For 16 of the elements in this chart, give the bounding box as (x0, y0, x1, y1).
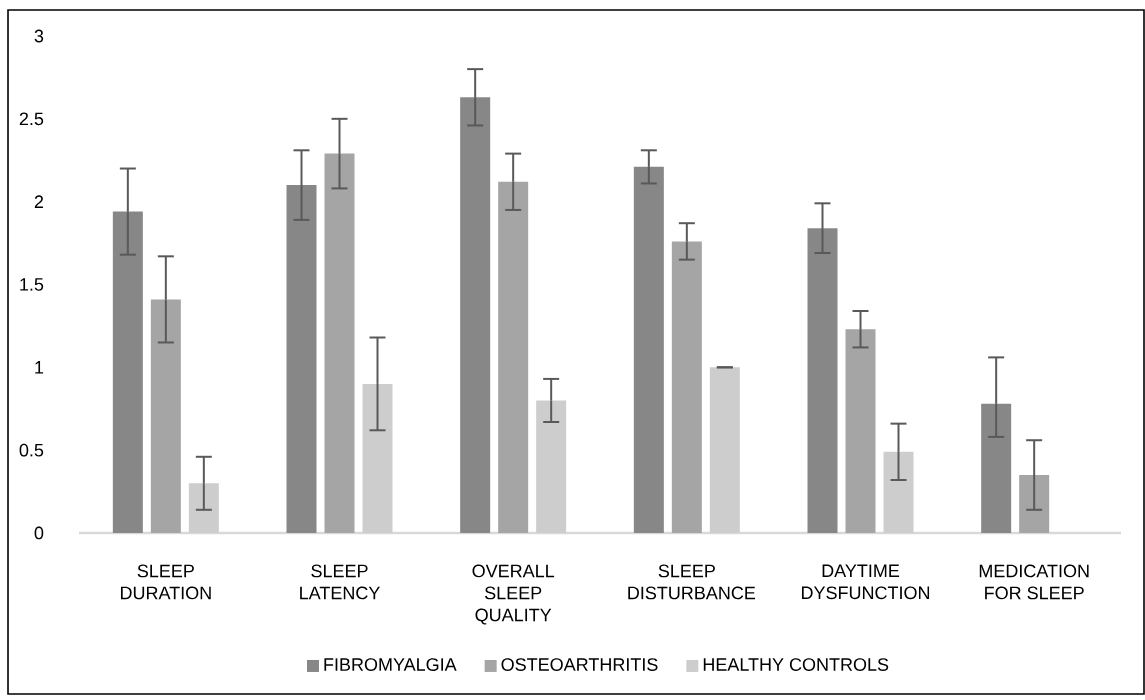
legend-label: FIBROMYALGIA (324, 658, 457, 671)
legend-label: OSTEOARTHRITIS (501, 658, 658, 671)
x-tick-label: MEDICATION FOR SLEEP (979, 564, 1089, 600)
x-tick-label: SLEEP LATENCY (300, 564, 380, 600)
legend-label: HEALTHY CONTROLS (703, 658, 889, 671)
y-tick-label: 1.5 (20, 278, 44, 291)
x-tick-label: DAYTIME DYSFUNCTION (801, 564, 930, 600)
x-tick-label: SLEEP DURATION (120, 564, 211, 600)
y-tick-label: 3 (34, 29, 44, 43)
y-tick-label: 0 (34, 526, 44, 540)
y-tick-label: 2.5 (19, 112, 44, 126)
y-tick-label: 0.5 (19, 443, 44, 457)
x-tick-label: OVERALL SLEEP QUALITY (472, 564, 555, 625)
x-tick-label: SLEEP DISTURBANCE (628, 564, 756, 600)
y-tick-label: 1 (35, 361, 44, 374)
y-tick-label: 2 (34, 195, 44, 208)
